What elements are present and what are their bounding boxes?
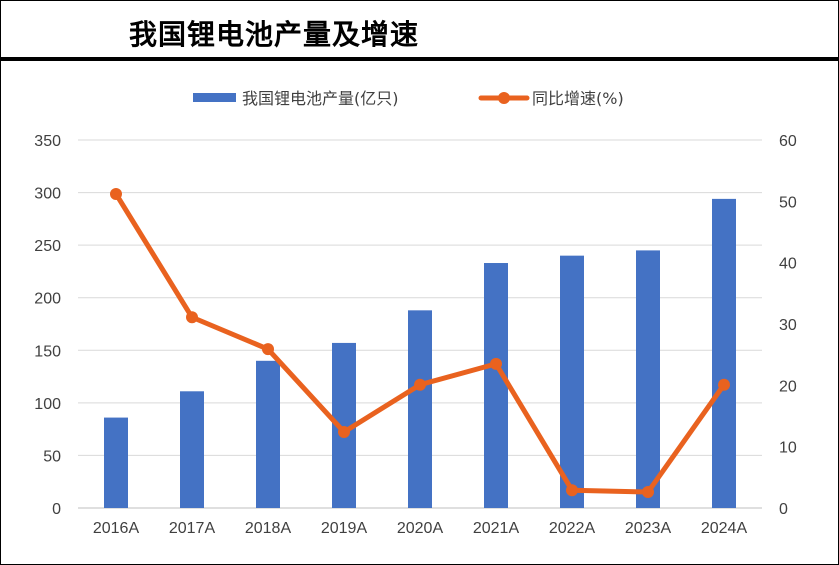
left-tick-label: 0	[52, 501, 61, 518]
bar	[408, 310, 432, 508]
left-tick-label: 350	[34, 133, 61, 150]
left-tick-label: 300	[34, 186, 61, 203]
growth-point	[414, 378, 426, 391]
legend-line-marker	[498, 92, 510, 104]
right-tick-label: 50	[779, 194, 797, 211]
x-tick-label: 2020A	[397, 520, 444, 537]
left-tick-label: 200	[34, 291, 61, 308]
left-tick-label: 50	[43, 448, 61, 465]
growth-point	[718, 378, 730, 391]
x-tick-label: 2024A	[701, 520, 748, 537]
left-tick-label: 150	[34, 343, 61, 360]
x-tick-label: 2021A	[473, 520, 520, 537]
bar	[256, 360, 280, 508]
bar	[712, 198, 736, 508]
bar	[180, 391, 204, 508]
left-tick-label: 100	[34, 396, 61, 413]
growth-point	[262, 343, 274, 356]
bar	[560, 255, 584, 508]
growth-point	[490, 357, 502, 370]
bar	[104, 417, 128, 508]
chart-title: 我国锂电池产量及增速	[129, 18, 420, 51]
growth-point	[186, 311, 198, 324]
growth-point	[110, 187, 122, 200]
x-tick-label: 2019A	[321, 520, 368, 537]
x-tick-label: 2023A	[625, 520, 672, 537]
x-tick-label: 2018A	[245, 520, 292, 537]
right-tick-label: 60	[779, 133, 797, 150]
left-tick-label: 250	[34, 238, 61, 255]
x-tick-label: 2016A	[93, 520, 140, 537]
growth-point	[566, 484, 578, 497]
legend-bar-label: 我国锂电池产量(亿只)	[242, 89, 399, 108]
legend-bar-swatch	[193, 93, 236, 102]
right-tick-label: 10	[779, 440, 797, 457]
legend-line-label: 同比增速(%)	[532, 89, 624, 108]
right-tick-label: 40	[779, 256, 797, 273]
bar	[484, 263, 508, 508]
title-divider	[1, 57, 838, 61]
growth-point	[642, 486, 654, 499]
right-tick-label: 20	[779, 378, 797, 395]
right-tick-label: 30	[779, 317, 797, 334]
x-tick-label: 2017A	[169, 520, 216, 537]
right-tick-label: 0	[779, 501, 788, 518]
bar	[636, 250, 660, 508]
x-tick-label: 2022A	[549, 520, 596, 537]
growth-point	[338, 425, 350, 438]
